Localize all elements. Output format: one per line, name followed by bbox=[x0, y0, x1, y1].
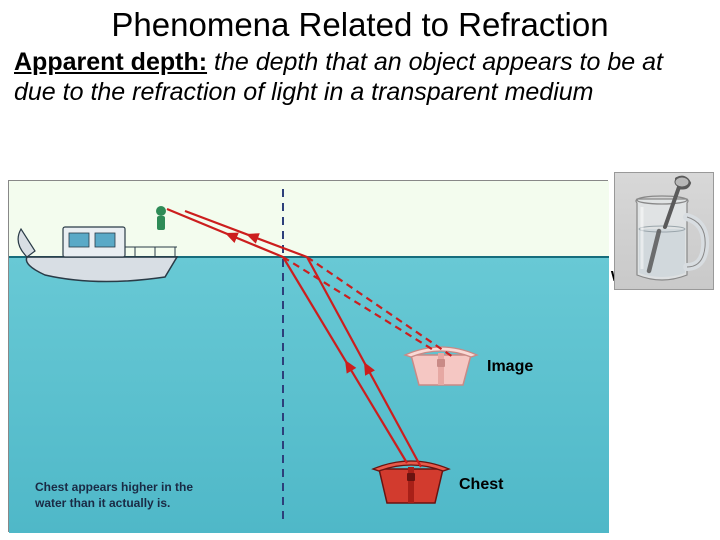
svg-text:Chest: Chest bbox=[459, 476, 504, 493]
glass-svg bbox=[615, 173, 715, 291]
svg-text:water than it actually is.: water than it actually is. bbox=[34, 496, 170, 510]
glass-photo bbox=[614, 172, 714, 290]
diagram-svg: Image Chest Chest appears higher in the wat… bbox=[9, 181, 609, 533]
svg-text:Image: Image bbox=[487, 358, 533, 375]
definition-text: Apparent depth: the depth that an object… bbox=[0, 48, 720, 111]
refraction-diagram: Image Chest Chest appears higher in the wat… bbox=[8, 180, 608, 532]
page-title: Phenomena Related to Refraction bbox=[0, 0, 720, 48]
definition-term: Apparent depth: bbox=[14, 48, 207, 76]
svg-text:Chest appears higher in the: Chest appears higher in the bbox=[35, 480, 193, 494]
